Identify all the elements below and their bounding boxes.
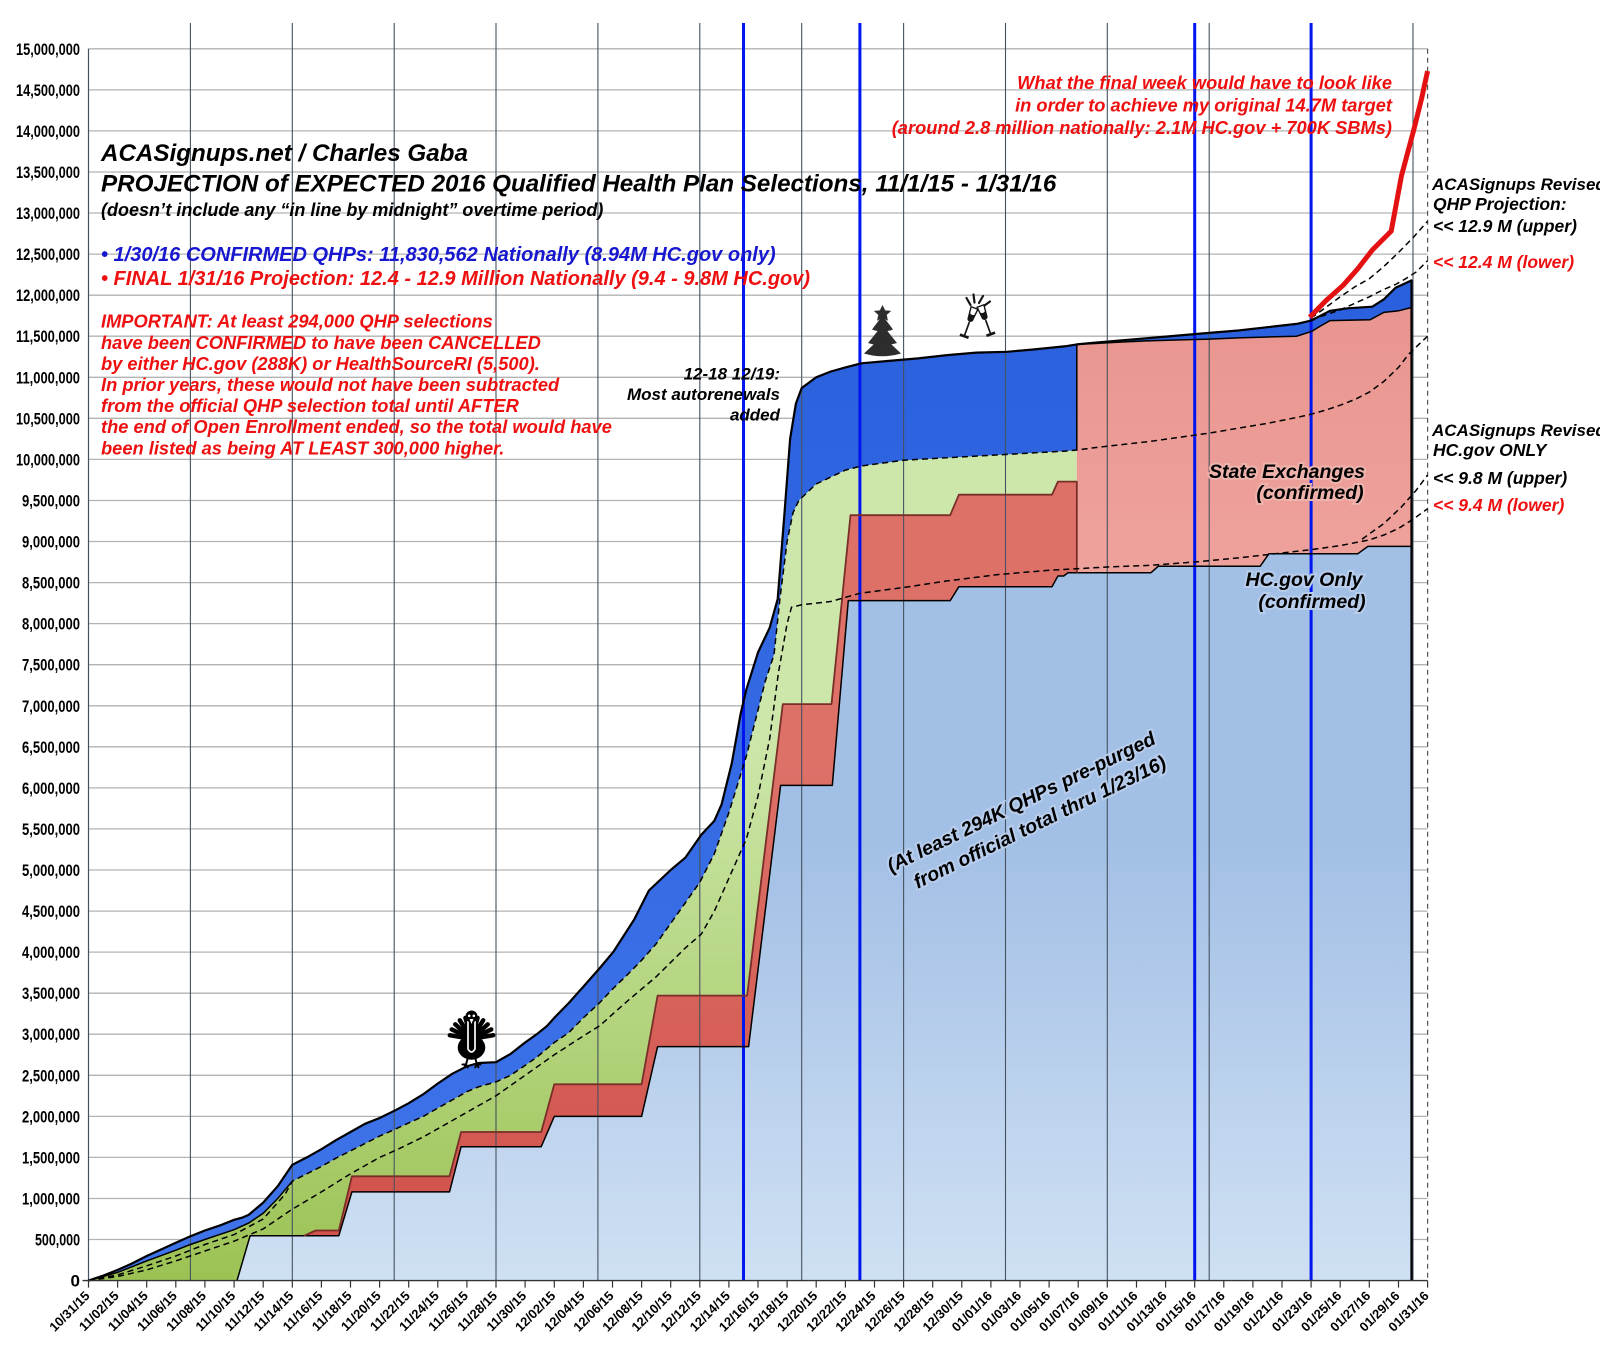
svg-text:the end of Open Enrollment end: the end of Open Enrollment ended, so the… (101, 416, 612, 437)
svg-text:6,500,000: 6,500,000 (22, 738, 80, 757)
svg-text:7,000,000: 7,000,000 (22, 697, 80, 716)
svg-text:ACASignups Revised: ACASignups Revised (1431, 175, 1600, 194)
svg-text:500,000: 500,000 (35, 1231, 80, 1250)
svg-text:14,500,000: 14,500,000 (16, 81, 80, 100)
svg-text:PROJECTION of EXPECTED 2016 Qu: PROJECTION of EXPECTED 2016 Qualified He… (101, 171, 1057, 198)
svg-text:from the official QHP selectio: from the official QHP selection total un… (101, 395, 520, 416)
svg-text:• FINAL 1/31/16 Projection: 12: • FINAL 1/31/16 Projection: 12.4 - 12.9 … (101, 268, 810, 290)
svg-text:4,500,000: 4,500,000 (22, 902, 80, 921)
svg-text:12,500,000: 12,500,000 (16, 245, 80, 264)
svg-text:ACASignups Revised: ACASignups Revised (1431, 421, 1600, 440)
svg-text:15,000,000: 15,000,000 (16, 40, 80, 59)
svg-text:(confirmed): (confirmed) (1258, 591, 1365, 613)
svg-text:5,000,000: 5,000,000 (22, 861, 80, 880)
svg-text:10,500,000: 10,500,000 (16, 409, 80, 428)
svg-text:<< 12.4 M (lower): << 12.4 M (lower) (1433, 252, 1574, 272)
svg-text:<< 9.8 M (upper): << 9.8 M (upper) (1433, 468, 1567, 488)
svg-text:13,000,000: 13,000,000 (16, 204, 80, 223)
svg-text:6,000,000: 6,000,000 (22, 779, 80, 798)
svg-text:What the final week would have: What the final week would have to look l… (1017, 72, 1392, 93)
svg-text:State Exchanges: State Exchanges (1209, 461, 1365, 483)
svg-text:10,000,000: 10,000,000 (16, 450, 80, 469)
svg-text:<< 9.4 M (lower): << 9.4 M (lower) (1433, 495, 1564, 515)
svg-text:11,000,000: 11,000,000 (16, 368, 80, 387)
svg-text:1,000,000: 1,000,000 (22, 1190, 80, 1209)
svg-text:7,500,000: 7,500,000 (22, 656, 80, 675)
svg-text:by either HC.gov (288K) or Hea: by either HC.gov (288K) or HealthSourceR… (101, 353, 540, 374)
svg-text:12,000,000: 12,000,000 (16, 286, 80, 305)
svg-text:in order to achieve my origina: in order to achieve my original 14.7M ta… (1015, 95, 1393, 116)
svg-text:HC.gov Only: HC.gov Only (1245, 569, 1363, 591)
svg-text:5,500,000: 5,500,000 (22, 820, 80, 839)
svg-text:been listed as being AT LEAST: been listed as being AT LEAST 300,000 hi… (101, 437, 504, 458)
svg-text:HC.gov ONLY: HC.gov ONLY (1433, 440, 1548, 460)
svg-text:(around 2.8 million nationally: (around 2.8 million nationally: 2.1M HC.… (892, 117, 1392, 138)
svg-text:2,000,000: 2,000,000 (22, 1107, 80, 1126)
svg-text:(confirmed): (confirmed) (1256, 482, 1363, 504)
svg-text:ACASignups.net / Charles Gaba: ACASignups.net / Charles Gaba (100, 140, 468, 167)
svg-text:4,000,000: 4,000,000 (22, 943, 80, 962)
svg-text:(doesn’t include any “in line: (doesn’t include any “in line by midnigh… (101, 200, 603, 220)
svg-text:<< 12.9 M (upper): << 12.9 M (upper) (1433, 216, 1577, 236)
svg-text:1,500,000: 1,500,000 (22, 1148, 80, 1167)
svg-text:QHP Projection:: QHP Projection: (1433, 194, 1567, 214)
svg-text:0: 0 (71, 1272, 80, 1291)
svg-text:3,500,000: 3,500,000 (22, 984, 80, 1003)
svg-text:Most autorenewals: Most autorenewals (627, 385, 780, 404)
svg-text:3,000,000: 3,000,000 (22, 1025, 80, 1044)
svg-text:IMPORTANT: At least 294,000 QH: IMPORTANT: At least 294,000 QHP selectio… (101, 311, 493, 332)
svg-text:8,000,000: 8,000,000 (22, 615, 80, 634)
svg-text:11,500,000: 11,500,000 (16, 327, 80, 346)
svg-text:9,500,000: 9,500,000 (22, 492, 80, 511)
svg-text:• 1/30/16 CONFIRMED QHPs: 11,8: • 1/30/16 CONFIRMED QHPs: 11,830,562 Nat… (101, 244, 776, 266)
svg-text:14,000,000: 14,000,000 (16, 122, 80, 141)
svg-text:8,500,000: 8,500,000 (22, 574, 80, 593)
svg-text:In prior years, these would no: In prior years, these would not have bee… (101, 374, 560, 395)
svg-text:9,000,000: 9,000,000 (22, 533, 80, 552)
svg-text:12-18 12/19:: 12-18 12/19: (684, 365, 780, 384)
svg-text:13,500,000: 13,500,000 (16, 163, 80, 182)
svg-text:have been CONFIRMED to have be: have been CONFIRMED to have been CANCELL… (101, 332, 541, 353)
svg-text:added: added (730, 406, 781, 425)
svg-text:2,500,000: 2,500,000 (22, 1066, 80, 1085)
